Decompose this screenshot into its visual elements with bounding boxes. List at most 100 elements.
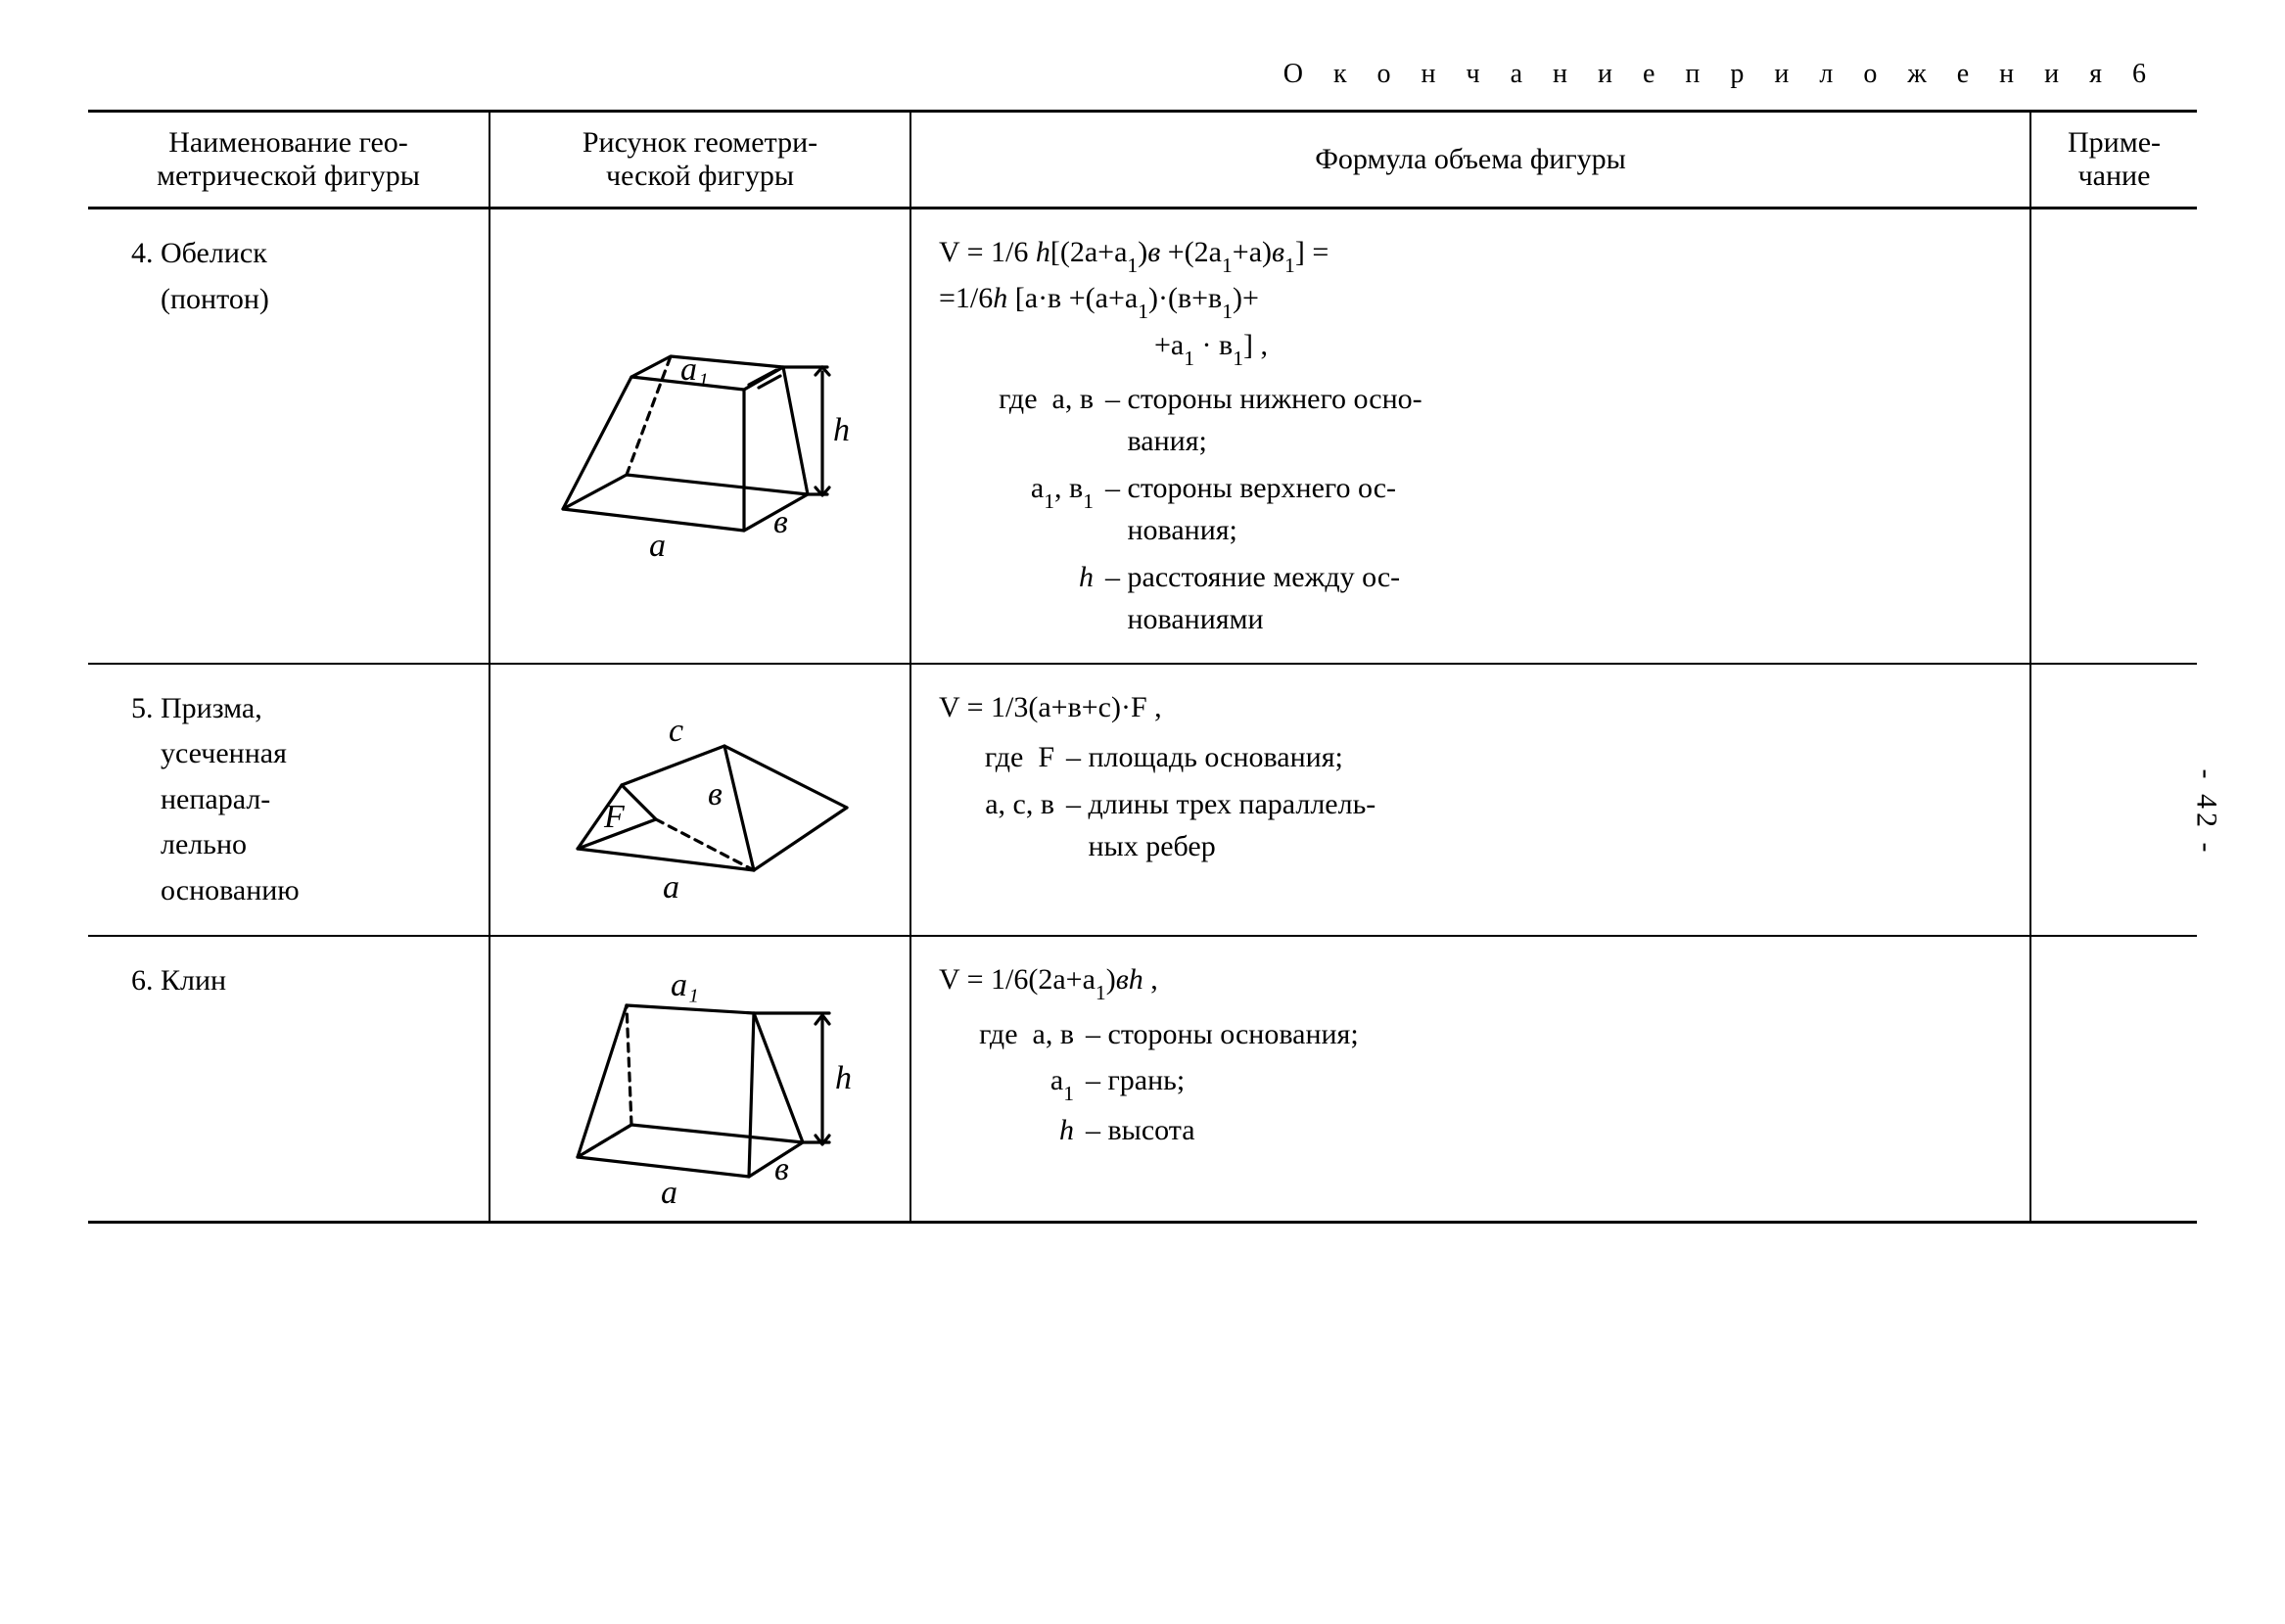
- th-figure-l2: ческой фигуры: [606, 160, 794, 192]
- r5w1kk: F: [1038, 741, 1054, 773]
- row4-where-3: h – расстояние между ос- нованиями: [939, 556, 2008, 641]
- r4w1v: – стороны нижнего осно- вания;: [1105, 378, 2008, 463]
- row4-num: 4.: [131, 237, 154, 269]
- obelisk-label-h: h: [833, 412, 850, 448]
- r4w3v: – расстояние между ос- нованиями: [1105, 556, 2008, 641]
- r6f1d: ,: [1143, 963, 1158, 996]
- r6w1v: – стороны основания;: [1086, 1013, 2008, 1056]
- r5w1v: – площадь основания;: [1066, 736, 2008, 779]
- row4-where-2: а1, в1 – стороны верхнего ос- нования;: [939, 467, 2008, 552]
- r6w1k: где а, в: [939, 1013, 1086, 1056]
- r4w3k: h: [939, 556, 1105, 599]
- r6w2k: а1: [939, 1059, 1086, 1105]
- r4f1a: V = 1/6: [939, 236, 1036, 268]
- r4f3a: +a: [1154, 329, 1184, 361]
- r4f2b: [a·в +(a+a: [1007, 282, 1138, 314]
- r4f1c: ): [1138, 236, 1147, 268]
- r5w2k: а, с, в: [939, 783, 1066, 826]
- th-figure: Рисунок геометри-ческой фигуры: [490, 113, 910, 209]
- row6-num: 6.: [131, 964, 154, 997]
- th-note-l1: Приме-: [2068, 126, 2161, 159]
- th-formula: Формула объема фигуры: [910, 113, 2030, 209]
- prism-label-c: c: [669, 713, 683, 749]
- row6-where-1: где а, в – стороны основания;: [939, 1013, 2008, 1056]
- r6w3v: – высота: [1086, 1109, 2008, 1152]
- th-figure-l1: Рисунок геометри-: [583, 126, 817, 159]
- cell-name-4: 4. Обелиск (понтон): [88, 209, 490, 664]
- r4f2d: )+: [1233, 282, 1259, 314]
- cell-formula-4: V = 1/6 h[(2a+a1)в +(2a1+a)в1] = =1/6h […: [910, 209, 2030, 664]
- r4wi: где: [999, 383, 1037, 415]
- r4f2a: =1/6: [939, 282, 993, 314]
- row5-formula-1: V = 1/3(a+в+с)·F ,: [939, 686, 2008, 729]
- row6-where-2: а1 – грань;: [939, 1059, 2008, 1105]
- table-header-row: Наименование гео-метрической фигуры Рису…: [88, 113, 2197, 209]
- r4w2v: – стороны верхнего ос- нования;: [1105, 467, 2008, 552]
- row4-formula-3: +a1 · в1] ,: [939, 324, 2008, 370]
- row4-formula-2: =1/6h [a·в +(a+a1)·(в+в1)+: [939, 277, 2008, 323]
- wedge-label-h: h: [835, 1060, 852, 1096]
- row4-where: где а, в – стороны нижнего осно- вания; …: [939, 378, 2008, 641]
- row5-name-l1: Призма,: [161, 692, 262, 724]
- th-note-l2: чание: [2078, 160, 2151, 192]
- obelisk-label-a: a: [649, 528, 666, 564]
- th-name: Наименование гео-метрической фигуры: [88, 113, 490, 209]
- cell-note-4: [2030, 209, 2197, 664]
- cell-figure-5: c в a F: [490, 664, 910, 937]
- row5-name-l4: лельно: [161, 828, 247, 860]
- r4f1e: +a): [1233, 236, 1272, 268]
- row4-name-l1: Обелиск: [161, 237, 267, 269]
- r6w3k: h: [939, 1109, 1086, 1152]
- row6-where-3: h – высота: [939, 1109, 2008, 1152]
- cell-note-5: [2030, 664, 2197, 937]
- r4f1d: +(2a: [1160, 236, 1222, 268]
- r4w2k: а1, в1: [939, 467, 1105, 513]
- row5-name-l3: непарал-: [161, 783, 270, 815]
- prism-figure: c в a F: [524, 692, 876, 907]
- obelisk-figure: a₁ a в h: [524, 303, 876, 568]
- row6-name-l1: Клин: [161, 964, 226, 997]
- r5w1k: где F: [939, 736, 1066, 779]
- r6w1kk: а, в: [1033, 1018, 1074, 1050]
- row6-where: где а, в – стороны основания; а1 – грань…: [939, 1013, 2008, 1152]
- r4w1kk: а, в: [1052, 383, 1094, 415]
- prism-label-a: a: [663, 869, 679, 905]
- row5-name-l2: усеченная: [161, 737, 287, 769]
- row5-where-1: где F – площадь основания;: [939, 736, 2008, 779]
- obelisk-label-b: в: [773, 504, 788, 540]
- r5w2v: – длины трех параллель- ных ребер: [1066, 783, 2008, 868]
- obelisk-label-a1: a₁: [680, 351, 709, 388]
- row4-name-l2: (понтон): [161, 283, 269, 315]
- row5-where-2: а, с, в – длины трех параллель- ных ребе…: [939, 783, 2008, 868]
- formulas-table: Наименование гео-метрической фигуры Рису…: [88, 113, 2197, 1221]
- r4f3c: ] ,: [1243, 329, 1268, 361]
- r6w3vv: высота: [1108, 1114, 1195, 1146]
- row6-formula-1: V = 1/6(2a+a1)вh ,: [939, 958, 2008, 1004]
- row4-formula-1: V = 1/6 h[(2a+a1)в +(2a1+a)в1] =: [939, 231, 2008, 277]
- r4f3b: · в: [1194, 329, 1233, 361]
- cell-figure-4: a₁ a в h: [490, 209, 910, 664]
- row4-where-1: где а, в – стороны нижнего осно- вания;: [939, 378, 2008, 463]
- r6f1b: ): [1106, 963, 1116, 996]
- wedge-label-a1: a₁: [671, 967, 699, 1003]
- row5-where: где F – площадь основания; а, с, в – дли…: [939, 736, 2008, 868]
- r6wi: где: [979, 1018, 1017, 1050]
- page-header: О к о н ч а н и е п р и л о ж е н и я 6: [88, 59, 2197, 90]
- th-name-l1: Наименование гео-: [168, 126, 408, 159]
- r6w1vv: стороны основания;: [1108, 1018, 1359, 1050]
- row5-num: 5.: [131, 692, 154, 724]
- table-row: 6. Клин: [88, 936, 2197, 1221]
- cell-formula-5: V = 1/3(a+в+с)·F , где F – площадь основ…: [910, 664, 2030, 937]
- prism-label-b: в: [708, 776, 723, 812]
- r5wi: где: [985, 741, 1023, 773]
- r6w2v: – грань;: [1086, 1059, 2008, 1102]
- row5-name-l5: основанию: [161, 874, 300, 906]
- wedge-label-b: в: [774, 1151, 789, 1187]
- wedge-label-a: a: [661, 1175, 677, 1211]
- r4f1b: [(2a+a: [1050, 236, 1128, 268]
- r5w1vv: площадь основания;: [1089, 741, 1343, 773]
- wedge-figure: a₁ a в h: [524, 947, 876, 1211]
- table-row: 4. Обелиск (понтон): [88, 209, 2197, 664]
- r6w2vv: грань;: [1108, 1064, 1186, 1096]
- cell-figure-6: a₁ a в h: [490, 936, 910, 1221]
